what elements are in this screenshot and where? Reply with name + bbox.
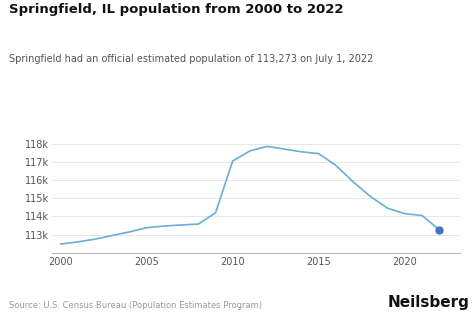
Text: Neilsberg: Neilsberg [387, 295, 469, 310]
Text: Source: U.S. Census Bureau (Population Estimates Program): Source: U.S. Census Bureau (Population E… [9, 301, 263, 310]
Text: Springfield had an official estimated population of 113,273 on July 1, 2022: Springfield had an official estimated po… [9, 54, 374, 64]
Text: Springfield, IL population from 2000 to 2022: Springfield, IL population from 2000 to … [9, 3, 344, 16]
